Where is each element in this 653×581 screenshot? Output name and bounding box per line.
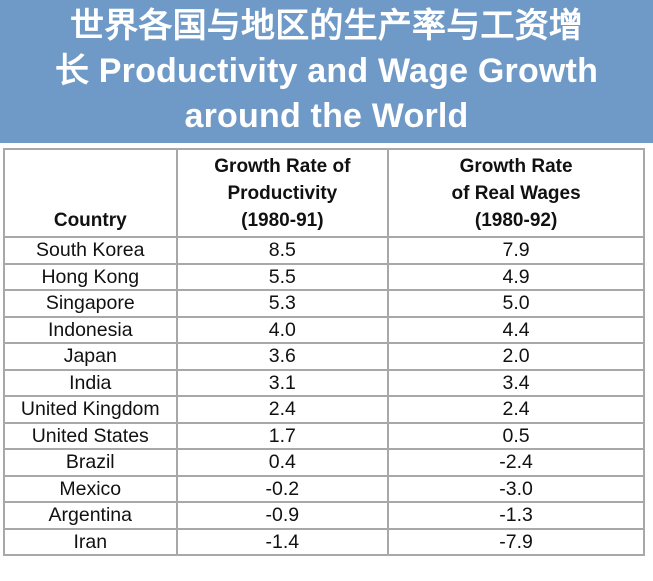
cell-country: Hong Kong: [3, 262, 178, 291]
cell-wages: -7.9: [387, 527, 645, 556]
cell-wages: -3.0: [387, 474, 645, 503]
cell-wages: 4.4: [387, 315, 645, 344]
table-row: Hong Kong 5.5 4.9: [3, 262, 645, 291]
header-productivity-line-2: Productivity: [227, 183, 338, 204]
table-row: United States 1.7 0.5: [3, 421, 645, 450]
header-wages: Growth Rate of Real Wages (1980-92): [387, 148, 645, 238]
data-table-container: Country Growth Rate of Productivity (198…: [3, 148, 647, 556]
cell-wages: 0.5: [387, 421, 645, 450]
table-row: Japan 3.6 2.0: [3, 342, 645, 371]
header-country: Country: [3, 148, 178, 238]
cell-productivity: 5.5: [175, 262, 390, 291]
cell-wages: 2.4: [387, 395, 645, 424]
header-productivity-line-1: Growth Rate of: [214, 156, 351, 177]
table-row: India 3.1 3.4: [3, 368, 645, 397]
cell-country: South Korea: [3, 236, 178, 265]
cell-country: Argentina: [3, 501, 178, 530]
cell-country: United States: [3, 421, 178, 450]
cell-country: Mexico: [3, 474, 178, 503]
header-wages-line-2: of Real Wages: [451, 183, 581, 204]
productivity-wage-table: Country Growth Rate of Productivity (198…: [3, 148, 645, 556]
cell-productivity: 2.4: [175, 395, 390, 424]
cell-country: Brazil: [3, 448, 178, 477]
cell-productivity: 0.4: [175, 448, 390, 477]
cell-wages: 2.0: [387, 342, 645, 371]
cell-productivity: 5.3: [175, 289, 390, 318]
cell-wages: -1.3: [387, 501, 645, 530]
table-row: Singapore 5.3 5.0: [3, 289, 645, 318]
title-line-2: 长 Productivity and Wage Growth: [54, 52, 599, 90]
cell-country: Singapore: [3, 289, 178, 318]
cell-wages: 4.9: [387, 262, 645, 291]
title-line-3: around the World: [184, 97, 469, 135]
cell-wages: 3.4: [387, 368, 645, 397]
cell-country: Japan: [3, 342, 178, 371]
cell-country: United Kingdom: [3, 395, 178, 424]
cell-productivity: 1.7: [175, 421, 390, 450]
header-productivity: Growth Rate of Productivity (1980-91): [175, 148, 390, 238]
cell-country: India: [3, 368, 178, 397]
cell-country: Iran: [3, 527, 178, 556]
header-country-line: Country: [53, 210, 127, 231]
table-row: Iran -1.4 -7.9: [3, 527, 645, 556]
cell-wages: 7.9: [387, 236, 645, 265]
cell-productivity: -0.9: [175, 501, 390, 530]
header-productivity-line-3: (1980-91): [241, 210, 324, 231]
table-header-row: Country Growth Rate of Productivity (198…: [3, 148, 645, 238]
table-row: Argentina -0.9 -1.3: [3, 501, 645, 530]
cell-productivity: -1.4: [175, 527, 390, 556]
cell-wages: 5.0: [387, 289, 645, 318]
cell-productivity: -0.2: [175, 474, 390, 503]
header-wages-line-1: Growth Rate: [459, 156, 573, 177]
header-wages-line-3: (1980-92): [474, 210, 558, 231]
cell-country: Indonesia: [3, 315, 178, 344]
cell-wages: -2.4: [387, 448, 645, 477]
table-row: Mexico -0.2 -3.0: [3, 474, 645, 503]
table-row: South Korea 8.5 7.9: [3, 236, 645, 265]
table-row: United Kingdom 2.4 2.4: [3, 395, 645, 424]
table-row: Brazil 0.4 -2.4: [3, 448, 645, 477]
cell-productivity: 3.1: [175, 368, 390, 397]
table-row: Indonesia 4.0 4.4: [3, 315, 645, 344]
cell-productivity: 3.6: [175, 342, 390, 371]
title-line-1: 世界各国与地区的生产率与工资增: [70, 7, 583, 45]
title-banner: 世界各国与地区的生产率与工资增 长 Productivity and Wage …: [0, 0, 653, 143]
cell-productivity: 4.0: [175, 315, 390, 344]
cell-productivity: 8.5: [175, 236, 390, 265]
